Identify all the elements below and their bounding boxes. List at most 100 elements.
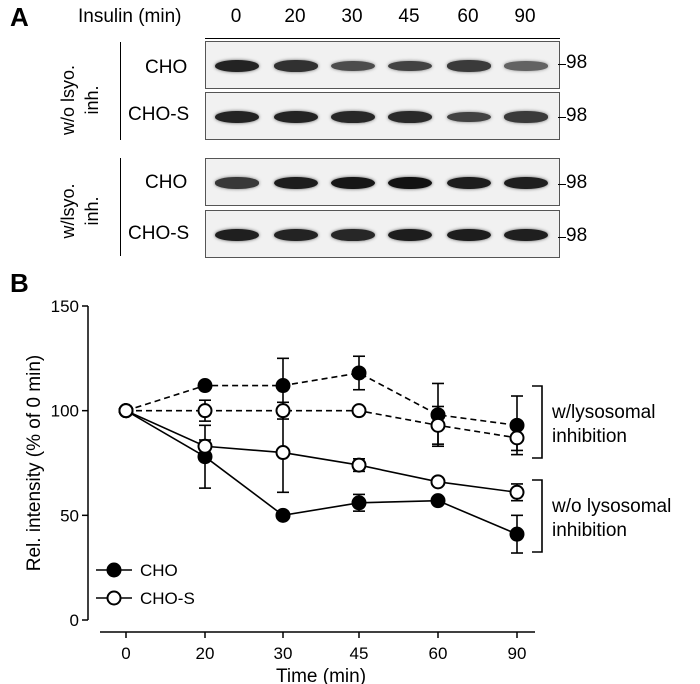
insulin-header-label: Insulin (min) [78,6,182,27]
row-label-chos-top: CHO-S [128,104,190,125]
y-tick-label: 0 [70,611,79,630]
blot-band [215,110,259,124]
y-axis-label: Rel. intensity (% of 0 min) [24,355,45,571]
series-line [125,409,518,494]
blot-band [388,176,432,190]
chart-legend: CHO CHO-S [96,561,195,608]
without-inhibition-label-line: w/o lysosomal [551,496,671,517]
data-point [118,403,134,419]
blot-band [447,228,491,242]
mw-tick-row3 [558,184,566,185]
mw-tick-row4 [558,237,566,238]
x-axis-label: Time (min) [276,666,366,684]
legend-label: CHO [140,561,178,580]
time-header-60: 60 [457,6,479,27]
blot-strip-cho-bottom [205,158,560,206]
data-point [197,438,213,454]
blot-band [215,228,259,242]
y-tick-label: 50 [60,506,79,525]
data-point [197,403,213,419]
y-tick-label: 150 [51,297,79,316]
data-point [430,417,446,433]
row-label-cho-bottom: CHO [145,172,188,193]
blot-band [274,228,318,242]
legend-marker [106,590,122,606]
row-label-chos-bottom: CHO-S [128,223,190,244]
blot-band [388,60,432,72]
blot-band [388,111,432,123]
blot-band [504,176,548,190]
mw-marker-row3: 98 [566,172,588,193]
blot-band [504,228,548,242]
blot-band [215,59,259,73]
series-line [126,409,518,439]
data-point [509,430,525,446]
blot-band [447,60,491,72]
panel-letter-a: A [10,2,29,32]
blot-band [504,111,548,123]
x-tick-label: 45 [350,644,369,663]
data-point [275,445,291,461]
time-header-30: 30 [341,6,363,27]
x-tick-label: 30 [274,644,293,663]
blot-band [331,111,375,123]
blot-band [447,111,491,123]
blot-band [274,60,318,72]
time-header-45: 45 [398,6,420,27]
data-point [509,417,525,433]
x-tick-label: 60 [429,644,448,663]
blot-strip-chos-top [205,92,560,140]
data-point [275,378,291,394]
with-inhibition-label-line: inhibition [552,426,627,447]
data-point [351,495,367,511]
time-header-20: 20 [284,6,306,27]
data-point [351,403,367,419]
mw-marker-row1: 98 [566,52,588,73]
mw-tick-row2 [558,117,566,118]
with-inhibition-label-line: w/lysosomal [551,402,655,423]
data-point [430,493,446,509]
blot-band [331,176,375,190]
blot-band [274,110,318,124]
blot-band [331,60,375,72]
mw-tick-row1 [558,64,566,65]
without-inhibition-label-line: inhibition [552,520,627,541]
data-point [351,365,367,381]
data-point [275,403,291,419]
without-inhibition-bracket [532,479,543,553]
chart-series-lines [125,372,518,535]
row-label-cho-top: CHO [145,57,188,78]
data-point [509,484,525,500]
blot-band [331,229,375,241]
blot-band [504,61,548,71]
with-inhibition-bracket [532,385,543,459]
data-point [275,507,291,523]
blot-band [274,176,318,190]
series-line [125,372,518,427]
chart-points [118,365,525,542]
time-header-90: 90 [514,6,536,27]
blot-band [388,228,432,242]
panel-letter-b: B [10,268,29,298]
chart-brackets: w/lysosomal inhibition w/o lysosomal inhibi… [532,385,671,553]
data-point [430,474,446,490]
series-line [125,409,518,535]
x-tick-label: 20 [196,644,215,663]
header-rule [205,38,560,39]
chart-axes: 0 50 100 150 0 20 30 45 60 90 Time (min) Rel. inten… [24,297,535,684]
time-header-0: 0 [230,6,242,27]
blot-strip-chos-bottom [205,210,560,258]
x-tick-label: 0 [121,644,130,663]
mw-marker-row2: 98 [566,105,588,126]
blot-band [447,176,491,190]
blot-band [215,177,259,189]
data-point [509,526,525,542]
blot-strip-cho-top [205,41,560,89]
group-divider-bottom [120,158,121,256]
mw-marker-row4: 98 [566,225,588,246]
y-tick-label: 100 [51,402,79,421]
data-point [197,378,213,394]
x-tick-label: 90 [508,644,527,663]
legend-label: CHO-S [140,589,195,608]
